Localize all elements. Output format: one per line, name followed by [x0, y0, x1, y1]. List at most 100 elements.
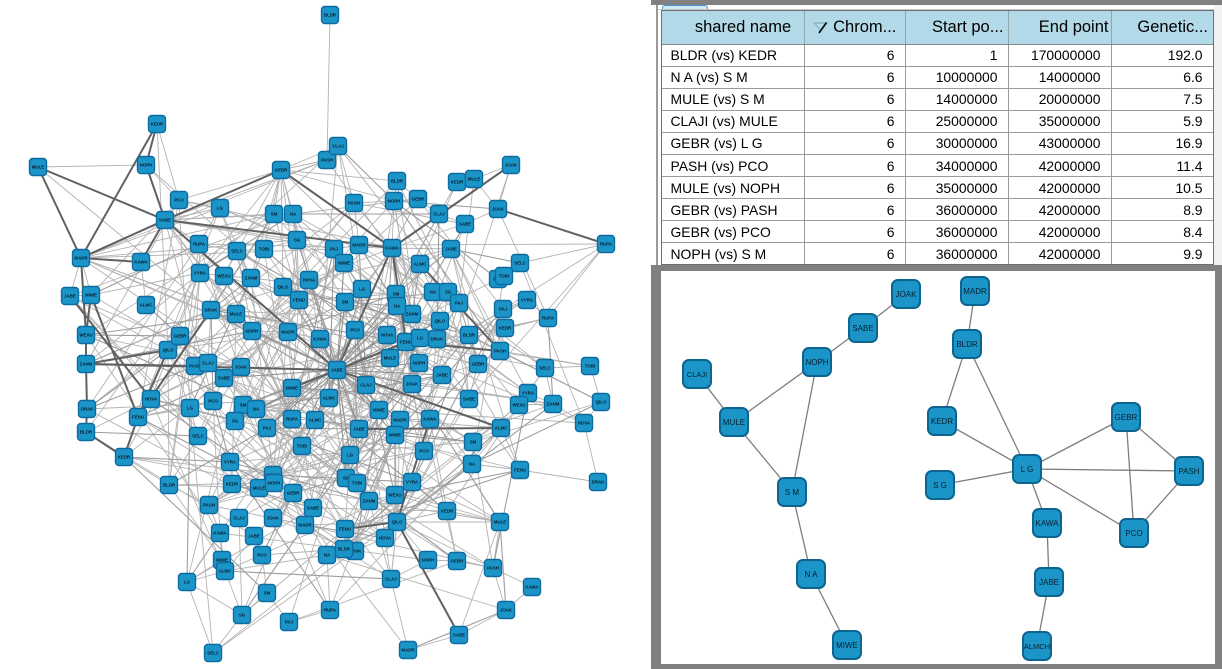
svg-text:KAWA: KAWA [525, 585, 539, 590]
svg-text:HOVA: HOVA [381, 333, 394, 338]
svg-text:MULE: MULE [253, 486, 266, 491]
svg-text:MIWE: MIWE [373, 408, 385, 413]
svg-text:MULE: MULE [32, 165, 45, 170]
svg-text:JABE: JABE [436, 373, 448, 378]
svg-text:SM: SM [470, 440, 477, 445]
svg-text:BLDR: BLDR [80, 430, 93, 435]
svg-text:DRAK: DRAK [431, 337, 445, 342]
svg-text:SABE: SABE [453, 633, 465, 638]
svg-text:JOAK: JOAK [267, 516, 280, 521]
svg-text:TOBI: TOBI [297, 444, 307, 449]
svg-text:PASH: PASH [203, 503, 215, 508]
svg-text:FENU: FENU [132, 415, 144, 420]
svg-text:SG: SG [232, 419, 239, 424]
svg-text:NA: NA [253, 407, 260, 412]
svg-text:PCO: PCO [1125, 529, 1142, 538]
svg-text:ZANM: ZANM [547, 402, 560, 407]
svg-text:ALMC: ALMC [414, 262, 428, 267]
svg-text:FENU: FENU [400, 340, 412, 345]
svg-text:RUPA: RUPA [542, 316, 555, 321]
svg-text:MULE: MULE [230, 312, 243, 317]
svg-text:SELC: SELC [231, 249, 244, 254]
svg-text:VYRA: VYRA [406, 480, 419, 485]
svg-text:PAJ: PAJ [263, 426, 272, 431]
svg-text:PASH: PASH [348, 201, 360, 206]
svg-text:LG: LG [347, 453, 354, 458]
svg-text:SELC: SELC [539, 366, 552, 371]
svg-text:CLAJ: CLAJ [385, 577, 397, 582]
svg-text:MIWE: MIWE [286, 386, 298, 391]
svg-text:SM: SM [240, 403, 247, 408]
svg-text:SM: SM [393, 292, 400, 297]
svg-text:GEBR: GEBR [174, 334, 188, 339]
svg-text:ZANM: ZANM [363, 499, 376, 504]
svg-text:BLDR: BLDR [338, 547, 351, 552]
svg-text:ALMC: ALMC [140, 303, 154, 308]
svg-text:WEXU: WEXU [217, 274, 230, 279]
svg-text:SABE: SABE [463, 397, 475, 402]
svg-text:HOVA: HOVA [303, 278, 316, 283]
svg-text:DRAK: DRAK [349, 549, 363, 554]
svg-text:N A: N A [805, 570, 819, 579]
svg-text:KEDR: KEDR [451, 180, 464, 185]
svg-text:QILO: QILO [596, 400, 607, 405]
svg-text:PASH: PASH [487, 566, 499, 571]
svg-text:NA: NA [324, 553, 331, 558]
svg-text:LG: LG [187, 406, 194, 411]
svg-text:SABE: SABE [307, 506, 319, 511]
svg-text:PCO: PCO [174, 198, 184, 203]
svg-text:VYRA: VYRA [194, 271, 207, 276]
svg-text:NA: NA [394, 304, 401, 309]
svg-text:PASH: PASH [494, 349, 506, 354]
svg-text:JOAK: JOAK [500, 608, 513, 613]
svg-text:ALMC: ALMC [495, 426, 509, 431]
svg-text:SABE: SABE [459, 222, 471, 227]
svg-text:CLAJ: CLAJ [233, 516, 245, 521]
svg-text:PASH: PASH [1178, 467, 1199, 476]
svg-text:KAWA: KAWA [134, 260, 148, 265]
svg-text:LG: LG [217, 206, 224, 211]
svg-text:JABE: JABE [1039, 578, 1059, 587]
svg-text:KAWA: KAWA [213, 531, 227, 536]
svg-text:RUPA: RUPA [324, 608, 337, 613]
svg-text:QILO: QILO [163, 348, 174, 353]
svg-text:PCO: PCO [419, 449, 429, 454]
svg-text:MIWE: MIWE [338, 261, 350, 266]
svg-text:NOPH: NOPH [140, 163, 153, 168]
svg-text:NOPH: NOPH [422, 558, 435, 563]
svg-text:GEBR: GEBR [275, 168, 289, 173]
svg-text:MADR: MADR [298, 523, 312, 528]
svg-text:JOAK: JOAK [505, 163, 518, 168]
svg-text:S M: S M [785, 488, 800, 497]
svg-text:FENU: FENU [293, 298, 305, 303]
svg-text:CLAJ: CLAJ [202, 361, 214, 366]
svg-text:BLDR: BLDR [463, 333, 476, 338]
svg-text:PAJ: PAJ [285, 620, 294, 625]
svg-text:ZANM: ZANM [245, 276, 258, 281]
svg-text:SELC: SELC [514, 261, 527, 266]
svg-text:SG: SG [294, 238, 301, 243]
svg-text:PAJ: PAJ [455, 301, 464, 306]
svg-text:NOPH: NOPH [268, 481, 281, 486]
svg-text:SG: SG [239, 613, 246, 618]
svg-text:KAWA: KAWA [423, 417, 437, 422]
svg-text:QILO: QILO [278, 285, 289, 290]
svg-text:MULE: MULE [468, 177, 481, 182]
svg-text:MULE: MULE [384, 356, 397, 361]
svg-text:KAWA: KAWA [385, 246, 399, 251]
svg-text:GEBR: GEBR [472, 362, 486, 367]
svg-text:MIWE: MIWE [836, 641, 858, 650]
svg-text:GEBR: GEBR [1115, 413, 1138, 422]
svg-text:HOVA: HOVA [145, 397, 158, 402]
svg-text:CLAJ: CLAJ [433, 212, 445, 217]
svg-text:KEDR: KEDR [151, 122, 164, 127]
svg-text:CLAJ: CLAJ [360, 383, 372, 388]
svg-text:GEBR: GEBR [412, 197, 426, 202]
svg-text:NA: NA [469, 462, 476, 467]
svg-text:HOVA: HOVA [379, 536, 392, 541]
svg-text:JABE: JABE [353, 427, 365, 432]
svg-text:DRAK: DRAK [592, 480, 606, 485]
svg-text:BLDR: BLDR [391, 179, 404, 184]
svg-text:PAJ: PAJ [499, 307, 508, 312]
svg-text:LG: LG [417, 336, 424, 341]
